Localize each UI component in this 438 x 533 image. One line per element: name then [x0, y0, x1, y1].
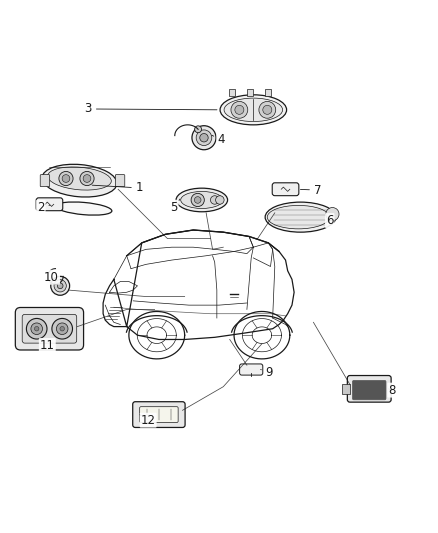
- Circle shape: [51, 277, 70, 295]
- Circle shape: [326, 207, 339, 221]
- Circle shape: [235, 106, 244, 115]
- FancyBboxPatch shape: [140, 407, 178, 423]
- Circle shape: [83, 175, 91, 182]
- Text: 4: 4: [217, 133, 225, 147]
- Circle shape: [60, 327, 64, 331]
- Text: 1: 1: [136, 181, 143, 195]
- Text: 3: 3: [85, 102, 92, 116]
- FancyBboxPatch shape: [133, 402, 185, 427]
- Circle shape: [210, 196, 219, 204]
- FancyBboxPatch shape: [342, 384, 350, 394]
- FancyBboxPatch shape: [353, 381, 386, 400]
- Ellipse shape: [267, 205, 329, 229]
- Ellipse shape: [220, 95, 286, 125]
- Text: 2: 2: [37, 201, 45, 214]
- Ellipse shape: [181, 191, 223, 208]
- Circle shape: [263, 106, 272, 115]
- Text: 12: 12: [141, 414, 155, 427]
- Circle shape: [52, 318, 73, 339]
- FancyBboxPatch shape: [247, 89, 253, 95]
- Circle shape: [194, 126, 201, 133]
- FancyBboxPatch shape: [15, 308, 84, 350]
- Circle shape: [62, 175, 70, 182]
- FancyBboxPatch shape: [115, 175, 125, 187]
- Ellipse shape: [48, 167, 111, 190]
- Text: 9: 9: [265, 366, 273, 379]
- Circle shape: [191, 193, 204, 207]
- Ellipse shape: [224, 98, 283, 122]
- Circle shape: [200, 134, 208, 142]
- Circle shape: [59, 172, 73, 185]
- Circle shape: [259, 101, 276, 118]
- FancyBboxPatch shape: [229, 89, 235, 95]
- Circle shape: [57, 323, 68, 335]
- Circle shape: [54, 280, 66, 292]
- Circle shape: [215, 196, 224, 204]
- Ellipse shape: [56, 202, 112, 215]
- Text: 11: 11: [40, 339, 55, 352]
- Text: 6: 6: [326, 214, 333, 227]
- Circle shape: [57, 283, 63, 289]
- Circle shape: [196, 130, 212, 146]
- Text: 8: 8: [389, 384, 396, 397]
- Text: 10: 10: [44, 271, 59, 284]
- FancyBboxPatch shape: [22, 314, 77, 343]
- FancyBboxPatch shape: [265, 89, 271, 95]
- Circle shape: [80, 172, 94, 185]
- Circle shape: [231, 101, 248, 118]
- Circle shape: [35, 327, 39, 331]
- Text: 7: 7: [314, 183, 321, 197]
- Ellipse shape: [42, 164, 117, 197]
- FancyBboxPatch shape: [40, 175, 49, 187]
- Text: 5: 5: [170, 201, 178, 214]
- FancyBboxPatch shape: [347, 376, 391, 402]
- FancyBboxPatch shape: [272, 183, 299, 196]
- Ellipse shape: [265, 202, 336, 232]
- Ellipse shape: [176, 188, 228, 212]
- Circle shape: [26, 318, 47, 339]
- Circle shape: [192, 126, 216, 150]
- FancyBboxPatch shape: [240, 364, 263, 375]
- Circle shape: [31, 323, 42, 335]
- FancyBboxPatch shape: [36, 198, 63, 211]
- Circle shape: [194, 197, 201, 203]
